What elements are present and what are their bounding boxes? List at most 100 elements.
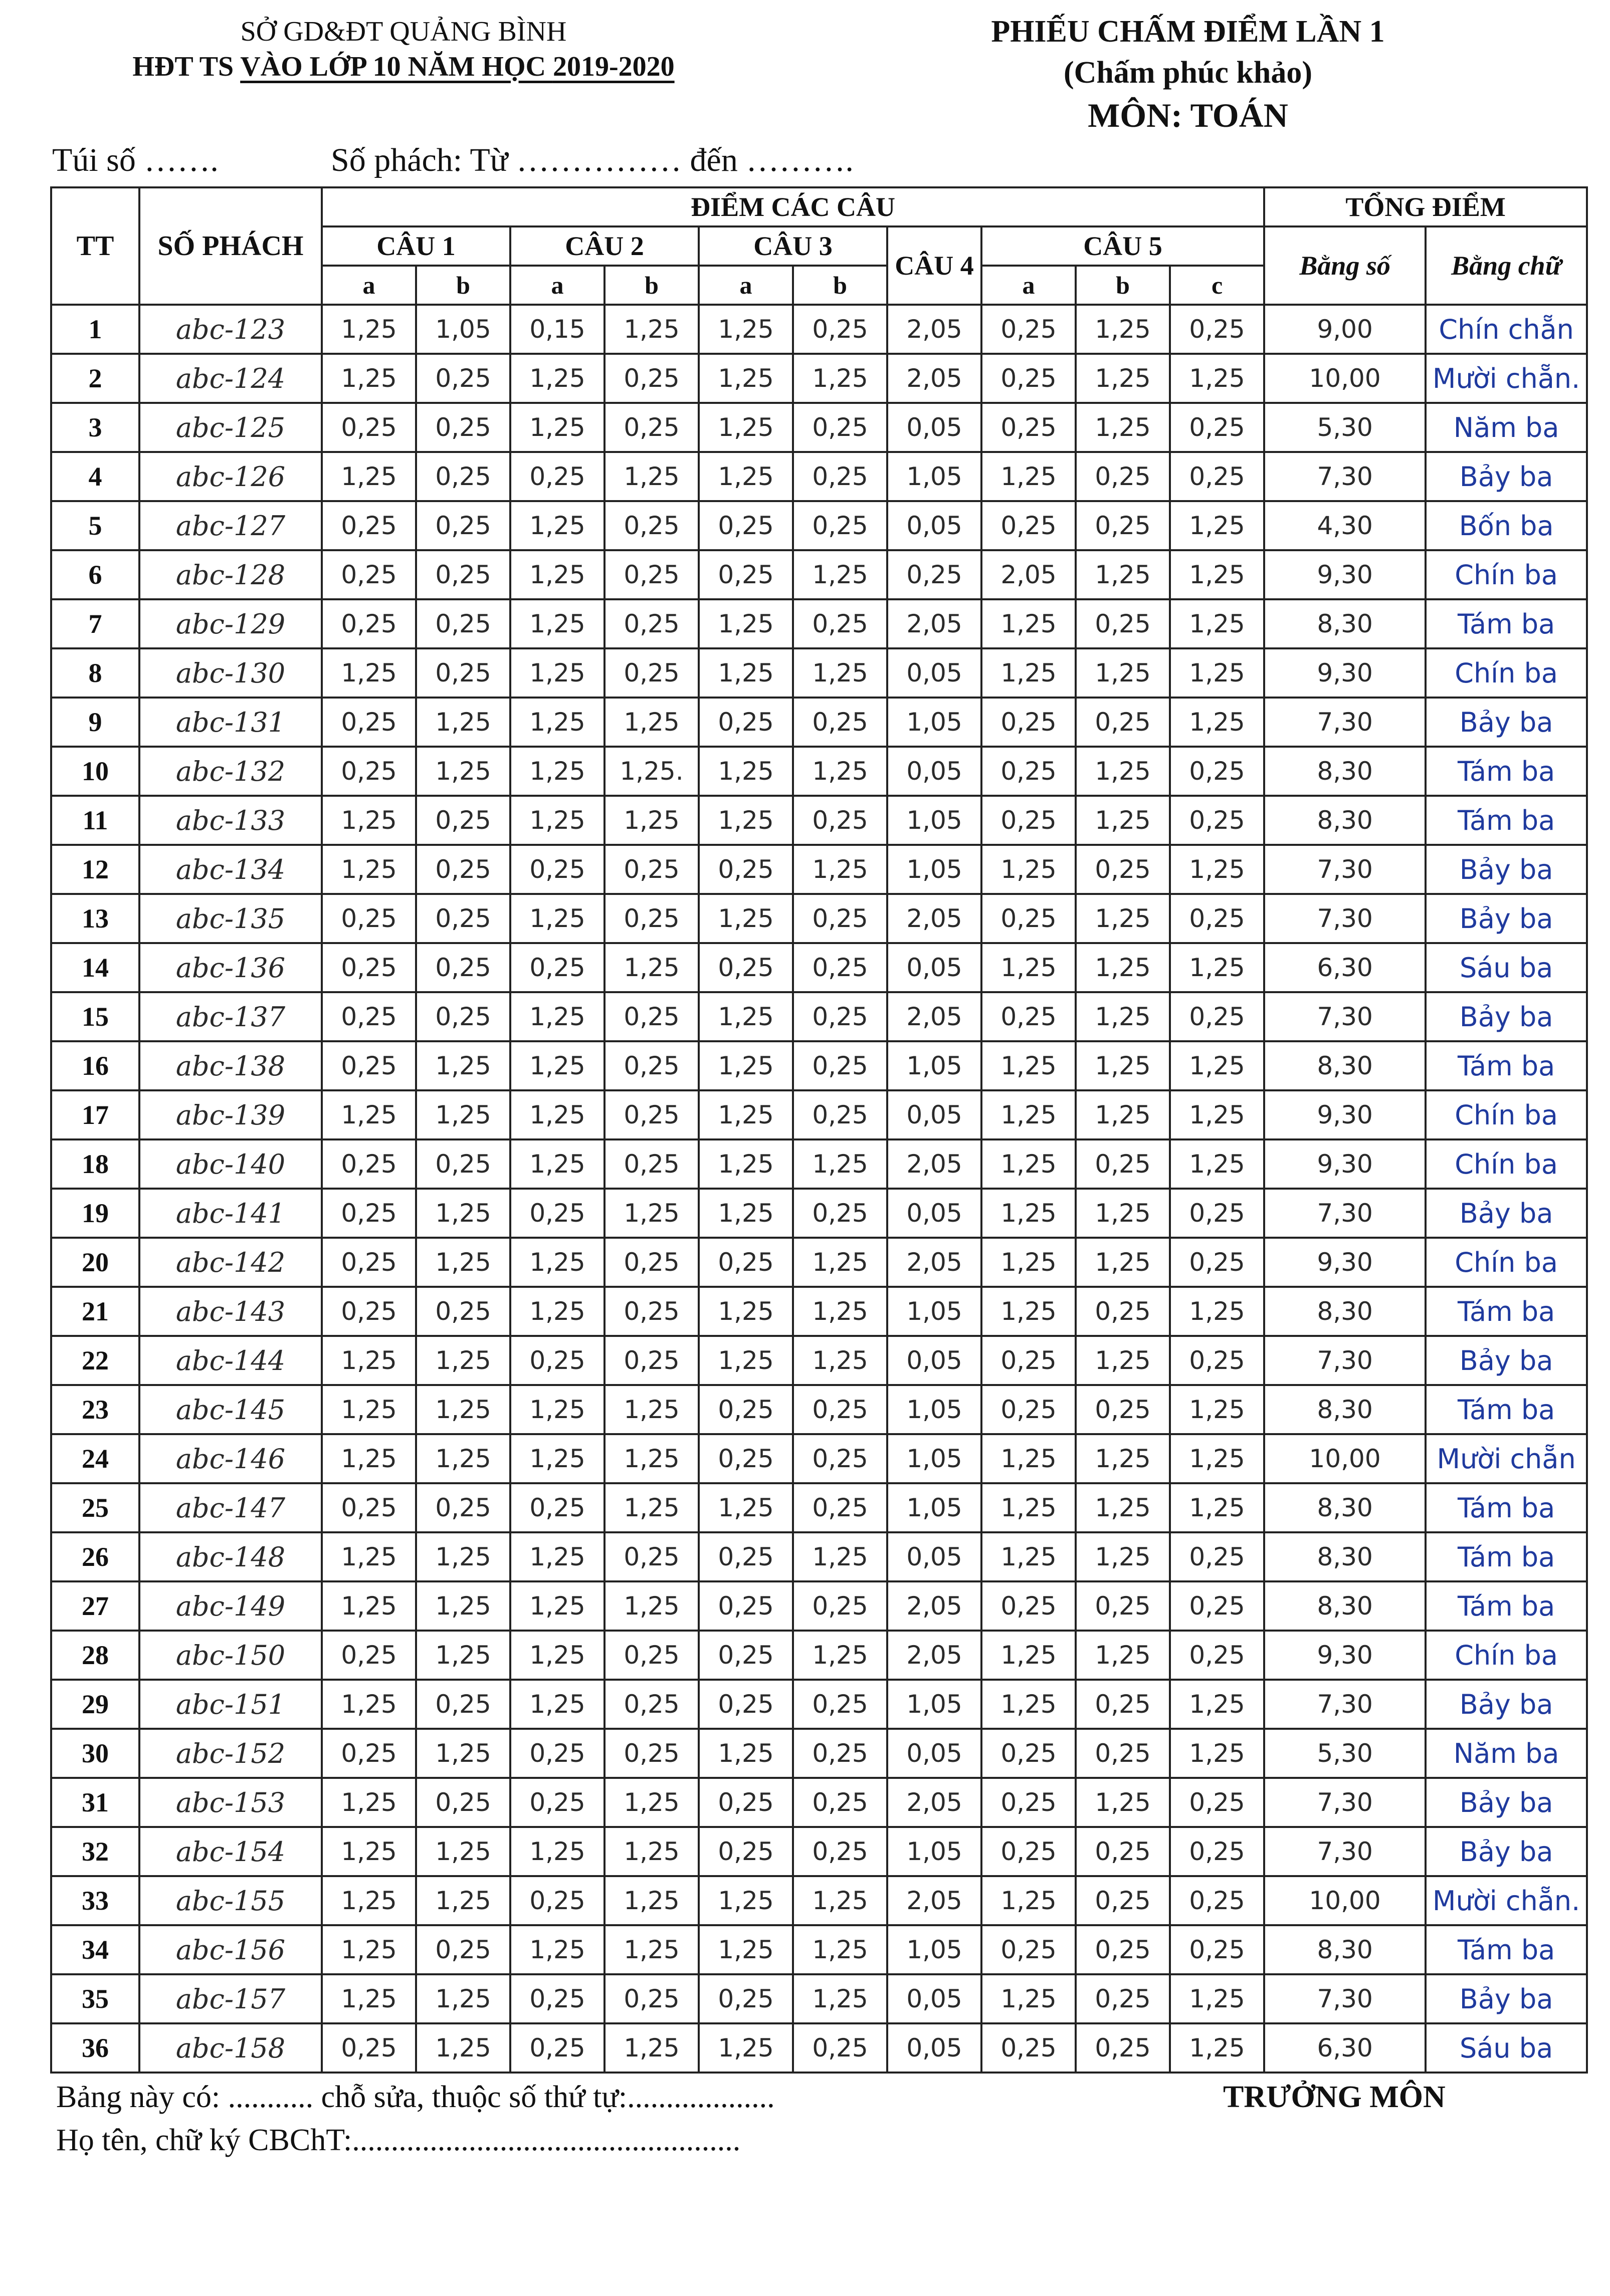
cell-cau1-a: 0,25: [321, 549, 417, 600]
cell-total-number: 7,30: [1263, 1188, 1427, 1239]
cell-cau2-a: 0,25: [509, 1973, 606, 2024]
cell-total-words: Bảy ba: [1425, 1335, 1588, 1386]
cell-cau3-a: 0,25: [698, 549, 794, 600]
cell-total-words: Bảy ba: [1425, 893, 1588, 944]
cell-cau1-b: 0,25: [415, 1286, 511, 1337]
cell-total-number: 7,30: [1263, 1973, 1427, 2024]
cell-cau1-b: 0,25: [415, 1138, 511, 1190]
cell-cau5-a: 0,25: [980, 1580, 1077, 1632]
cell-cau3-b: 0,25: [792, 697, 888, 748]
table-row: 21 abc-143 0,25 0,25 1,25 0,25 1,25 1,25 1,05 1,2…: [50, 1286, 1588, 1337]
cell-tt: 36: [50, 2022, 140, 2074]
cell-cau5-b: 0,25: [1075, 1875, 1171, 1926]
col-header-cau1-a: a: [321, 265, 417, 306]
cell-total-number: 6,30: [1263, 2022, 1427, 2074]
cell-so-phach: abc-158: [138, 2022, 323, 2074]
cell-total-words: Tám ba: [1425, 1384, 1588, 1435]
cell-cau5-b: 1,25: [1075, 1237, 1171, 1288]
cell-cau5-a: 0,25: [980, 795, 1077, 846]
cell-total-words: Chín ba: [1425, 647, 1588, 699]
cell-cau2-a: 1,25: [509, 1826, 606, 1877]
cell-tt: 13: [50, 893, 140, 944]
cell-cau4: 2,05: [886, 893, 982, 944]
cell-cau5-c: 1,25: [1168, 500, 1266, 551]
cell-cau5-b: 1,25: [1075, 795, 1171, 846]
cell-total-words: Bảy ba: [1425, 1826, 1588, 1877]
cell-cau3-a: 0,25: [698, 1237, 794, 1288]
cell-cau1-b: 1,25: [415, 1335, 511, 1386]
cell-cau1-b: 0,25: [415, 1679, 511, 1730]
table-row: 23 abc-145 1,25 1,25 1,25 1,25 0,25 0,25 1,05 0,2…: [50, 1384, 1588, 1435]
cell-cau5-a: 0,25: [980, 2022, 1077, 2074]
cell-cau1-a: 1,25: [321, 844, 417, 895]
cell-tt: 5: [50, 500, 140, 551]
cell-cau1-b: 1,25: [415, 2022, 511, 2074]
cell-so-phach: abc-147: [138, 1482, 323, 1533]
cell-cau3-b: 0,25: [792, 1433, 888, 1484]
cell-cau2-b: 0,25: [603, 1286, 700, 1337]
cell-cau5-a: 1,25: [980, 647, 1077, 699]
cell-cau4: 0,05: [886, 402, 982, 453]
cell-cau5-c: 1,25: [1168, 1482, 1266, 1533]
cell-cau5-c: 1,25: [1168, 1138, 1266, 1190]
cell-cau1-a: 0,25: [321, 598, 417, 649]
cell-cau5-c: 1,25: [1168, 1728, 1266, 1779]
cell-cau1-a: 0,25: [321, 1728, 417, 1779]
table-row: 18 abc-140 0,25 0,25 1,25 0,25 1,25 1,25 2,05 1,2…: [50, 1138, 1588, 1190]
cell-total-words: Mười chẵn: [1425, 1433, 1588, 1484]
col-header-cau5-b: b: [1075, 265, 1171, 306]
cell-cau1-b: 0,25: [415, 991, 511, 1042]
cell-cau3-a: 1,25: [698, 991, 794, 1042]
cell-cau3-b: 0,25: [792, 2022, 888, 2074]
cell-cau2-a: 1,25: [509, 402, 606, 453]
cell-total-words: Tám ba: [1425, 1286, 1588, 1337]
cell-so-phach: abc-157: [138, 1973, 323, 2024]
cell-total-words: Tám ba: [1425, 1531, 1588, 1582]
cell-total-number: 7,30: [1263, 1335, 1427, 1386]
cell-so-phach: abc-141: [138, 1188, 323, 1239]
cell-total-words: Chín ba: [1425, 1089, 1588, 1140]
cell-cau2-b: 1,25: [603, 1580, 700, 1632]
cell-total-words: Bảy ba: [1425, 991, 1588, 1042]
cell-cau1-b: 0,25: [415, 893, 511, 944]
cell-cau2-b: 0,25: [603, 893, 700, 944]
cell-cau4: 1,05: [886, 1924, 982, 1975]
cell-cau3-b: 0,25: [792, 1384, 888, 1435]
cell-total-number: 8,30: [1263, 1482, 1427, 1533]
cell-total-number: 8,30: [1263, 598, 1427, 649]
cell-cau5-b: 0,25: [1075, 1679, 1171, 1730]
cell-cau1-a: 1,25: [321, 795, 417, 846]
cell-cau1-b: 0,25: [415, 402, 511, 453]
council-underlined: VÀO LỚP 10 NĂM HỌC: [240, 51, 553, 82]
cell-cau5-b: 0,25: [1075, 1138, 1171, 1190]
cell-total-number: 9,30: [1263, 1089, 1427, 1140]
cell-cau3-b: 0,25: [792, 795, 888, 846]
table-row: 12 abc-134 1,25 0,25 0,25 0,25 0,25 1,25 1,05 1,2…: [50, 844, 1588, 895]
cell-cau3-a: 1,25: [698, 893, 794, 944]
cell-cau2-b: 1,25: [603, 1875, 700, 1926]
cell-cau5-c: 0,25: [1168, 1188, 1266, 1239]
table-row: 16 abc-138 0,25 1,25 1,25 0,25 1,25 0,25 1,05 1,2…: [50, 1040, 1588, 1091]
table-row: 2 abc-124 1,25 0,25 1,25 0,25 1,25 1,25 2,05 0,25…: [50, 353, 1588, 404]
cell-cau2-b: 1,25: [603, 304, 700, 355]
cell-cau2-a: 1,25: [509, 893, 606, 944]
cell-cau3-a: 1,25: [698, 2022, 794, 2074]
cell-cau3-b: 1,25: [792, 746, 888, 797]
cell-cau1-a: 1,25: [321, 1335, 417, 1386]
cell-cau5-c: 1,25: [1168, 549, 1266, 600]
cell-cau5-c: 1,25: [1168, 1679, 1266, 1730]
cell-tt: 31: [50, 1777, 140, 1828]
cell-cau1-a: 0,25: [321, 942, 417, 993]
cell-cau5-b: 1,25: [1075, 353, 1171, 404]
cell-so-phach: abc-133: [138, 795, 323, 846]
cell-so-phach: abc-131: [138, 697, 323, 748]
cell-so-phach: abc-130: [138, 647, 323, 699]
cell-cau3-a: 1,25: [698, 1138, 794, 1190]
cell-cau2-a: 0,25: [509, 1482, 606, 1533]
cell-total-number: 5,30: [1263, 1728, 1427, 1779]
cell-cau1-a: 0,25: [321, 1188, 417, 1239]
cell-cau2-b: 0,25: [603, 549, 700, 600]
cell-so-phach: abc-129: [138, 598, 323, 649]
cell-cau5-b: 0,25: [1075, 451, 1171, 502]
cell-cau1-b: 0,25: [415, 844, 511, 895]
